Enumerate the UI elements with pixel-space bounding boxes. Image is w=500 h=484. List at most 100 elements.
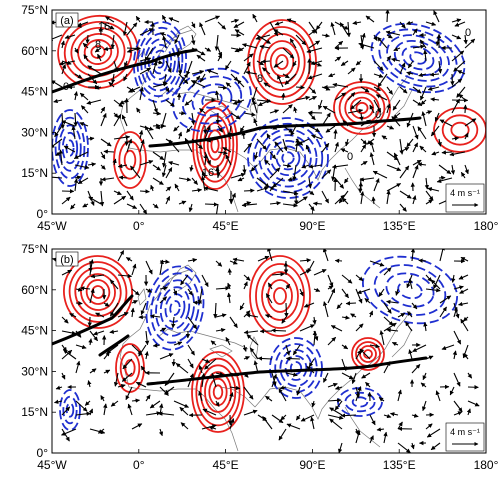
wind-vector [203, 186, 219, 192]
wind-vector [61, 120, 76, 127]
wind-vector [390, 412, 399, 417]
wind-vector [159, 296, 168, 304]
wind-vector [204, 358, 217, 370]
wind-vector [341, 288, 349, 299]
negative-contour [401, 45, 435, 71]
positive-contour [255, 263, 305, 329]
wind-vector [269, 109, 279, 114]
wind-vector [109, 279, 119, 290]
wind-vector [425, 423, 433, 430]
wind-vector [99, 190, 105, 207]
wind-vector [83, 54, 89, 62]
wind-vector [341, 344, 349, 350]
wind-vector [204, 202, 219, 207]
wind-vector [308, 95, 317, 101]
wind-vector [187, 358, 194, 369]
wind-vector [180, 274, 189, 286]
positive-contour [359, 345, 377, 363]
wind-vector [259, 44, 271, 50]
wind-vector [369, 414, 376, 426]
wind-vector [178, 200, 187, 205]
wind-vector [100, 106, 106, 114]
wind-vector [299, 288, 304, 297]
wind-vector [215, 90, 220, 101]
wind-vector [280, 414, 287, 421]
wind-vector [224, 60, 232, 70]
wind-vector [397, 389, 402, 402]
wind-vector [165, 86, 170, 93]
wind-vector [290, 125, 297, 137]
wind-vector [327, 398, 342, 403]
y-tick-label: 30°N [21, 364, 48, 378]
wind-vector [103, 369, 111, 374]
wind-vector [79, 122, 89, 127]
wind-vector [381, 135, 388, 140]
wind-vector [130, 165, 141, 179]
wind-vector [204, 125, 211, 140]
wind-vector [271, 272, 285, 277]
wind-vector [410, 249, 416, 262]
wind-vector [186, 60, 193, 76]
wind-vector [168, 160, 180, 166]
wind-vector [215, 166, 220, 179]
wind-vector [144, 125, 154, 140]
wind-vector [122, 358, 133, 370]
wind-vector [379, 330, 385, 346]
wind-vector [321, 190, 330, 204]
wind-vector [152, 177, 164, 186]
plot-frame [51, 9, 487, 215]
wind-vector [327, 285, 334, 290]
wind-vector [177, 60, 183, 75]
wind-vector [208, 425, 217, 431]
wind-vector [265, 293, 273, 304]
wind-vector [263, 82, 271, 88]
wind-vector [418, 72, 427, 77]
wind-vector [59, 60, 76, 66]
wind-vector [411, 302, 418, 310]
wind-vector [150, 184, 155, 192]
wind-vector [385, 10, 390, 23]
panel-label-box: (b) [55, 251, 79, 267]
positive-contour [77, 33, 119, 71]
wind-vector [227, 282, 232, 290]
wind-vector [87, 136, 95, 141]
wind-vector [355, 430, 361, 444]
panel-label: (a) [60, 15, 73, 27]
wind-vector [239, 302, 245, 311]
wind-vector [215, 400, 220, 407]
positive-contour [208, 377, 228, 407]
wind-vector [217, 21, 226, 30]
wind-vector [168, 17, 180, 23]
wind-vector [395, 288, 400, 296]
wind-vector [439, 306, 447, 318]
wind-vector [145, 288, 153, 293]
wind-vector [93, 330, 105, 336]
wind-vector [347, 92, 356, 101]
wind-vector [439, 295, 452, 304]
wind-vector [463, 104, 468, 114]
wind-vector [341, 315, 350, 320]
wind-vector [391, 57, 401, 63]
wind-vector [131, 300, 138, 305]
wind-vector [103, 351, 110, 360]
negative-contour [269, 337, 323, 399]
wind-vector [214, 34, 219, 51]
wind-vector [113, 112, 119, 118]
wind-vector [243, 61, 251, 75]
wind-vector [386, 86, 394, 95]
wind-vector [112, 158, 117, 166]
wind-vector [173, 400, 189, 408]
wind-vector [412, 86, 422, 94]
wind-vector [277, 74, 284, 88]
wind-vector [229, 260, 238, 265]
wind-vector [130, 307, 135, 318]
wind-vector [372, 170, 388, 179]
wind-vector [312, 201, 323, 206]
wind-vector [334, 194, 345, 205]
wind-vector [407, 60, 414, 69]
wind-vector [230, 73, 239, 82]
wind-vector [128, 86, 141, 93]
wind-vector [336, 302, 343, 310]
wind-vector [278, 428, 287, 441]
wind-vector [103, 403, 108, 416]
